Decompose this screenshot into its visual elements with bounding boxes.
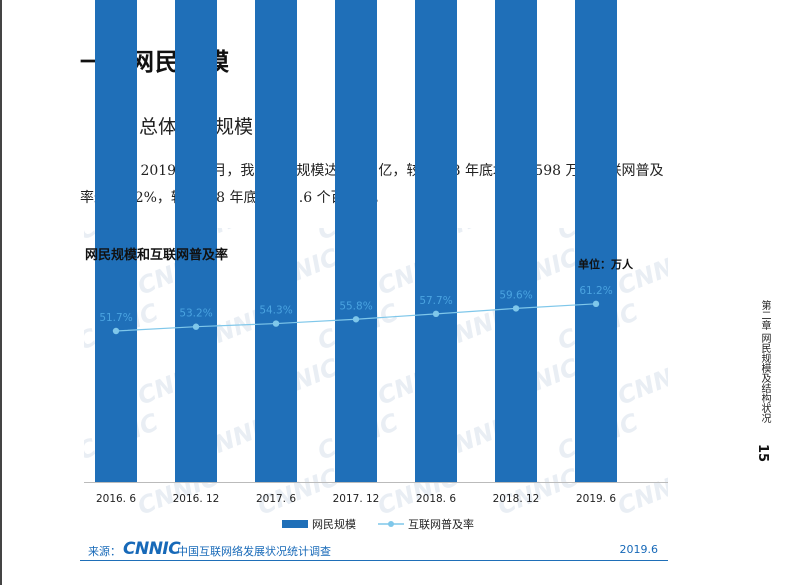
source-date: 2019.6 (619, 543, 659, 556)
watermark-mark-17: CNNIC (674, 298, 763, 356)
line-point-1 (192, 323, 200, 330)
x-tick-label-6: 2019. 6 (576, 493, 616, 505)
rate-label-0: 51.7% (99, 312, 132, 324)
unit-label: 单位：万人 (578, 258, 633, 271)
x-tick-label-4: 2018. 6 (416, 493, 456, 505)
rate-label-3: 55.8% (339, 300, 372, 312)
legend-bar-label: 网民规模 (312, 517, 356, 531)
bar-2 (255, 0, 297, 482)
chart-title: 网民规模和互联网普及率 (85, 248, 229, 263)
bar-1 (175, 0, 217, 482)
source-prefix: 来源： (88, 545, 121, 558)
bar-6 (575, 0, 617, 482)
legend: 网民规模 互联网普及率 (282, 517, 474, 531)
line-series (112, 300, 600, 335)
bar-5 (495, 0, 537, 482)
rate-label-2: 54.3% (259, 305, 292, 317)
data-labels: 7095873125751167719880166828518544951.7%… (99, 285, 612, 324)
x-tick-label-3: 2017. 12 (333, 493, 380, 505)
rate-label-6: 61.2% (579, 285, 612, 297)
x-tick-label-5: 2018. 12 (493, 493, 540, 505)
line-point-6 (592, 300, 600, 308)
watermark-mark-5: CNNIC (674, 188, 763, 246)
rate-label-4: 57.7% (419, 295, 452, 307)
cnnic-logo: CNNIC (123, 539, 181, 559)
x-axis: 2016. 6 2016. 12 2017. 6 2017. 12 2018. 6 201… (84, 482, 668, 505)
chapter-side-label: 第二章 网民规模及结构状况 (759, 300, 770, 424)
x-tick-label-1: 2016. 12 (173, 493, 220, 505)
bar-series (95, 0, 617, 482)
line-point-5 (512, 305, 520, 312)
source-divider (80, 560, 668, 561)
rate-label-1: 53.2% (179, 308, 212, 320)
legend-bar-swatch (282, 520, 308, 528)
rate-label-5: 59.6% (499, 289, 532, 301)
legend-line-label: 互联网普及率 (408, 517, 474, 531)
line-point-0 (112, 327, 120, 335)
watermark-mark-11: CNNIC (734, 243, 794, 301)
watermark-mark-29: CNNIC (674, 408, 763, 466)
line-point-2 (272, 320, 280, 327)
page-left-rule (0, 0, 2, 585)
page-number: 15 (755, 444, 770, 463)
line-point-3 (352, 316, 360, 323)
bar-0 (95, 0, 137, 482)
bar-4 (415, 0, 457, 482)
line-point-4 (432, 310, 440, 318)
bar-3 (335, 0, 377, 482)
legend-line-marker (388, 521, 394, 527)
x-tick-label-2: 2017. 6 (256, 493, 296, 505)
watermark-mark-35: CNNIC (734, 463, 794, 521)
watermark-mark-34: CNNIC (614, 463, 703, 521)
x-tick-label-0: 2016. 6 (96, 493, 136, 505)
source-text: 中国互联网络发展状况统计调查 (177, 545, 331, 558)
source-row: 来源： CNNIC 中国互联网络发展状况统计调查 2019.6 (88, 539, 659, 560)
watermark-mark-22: CNNIC (614, 353, 703, 411)
